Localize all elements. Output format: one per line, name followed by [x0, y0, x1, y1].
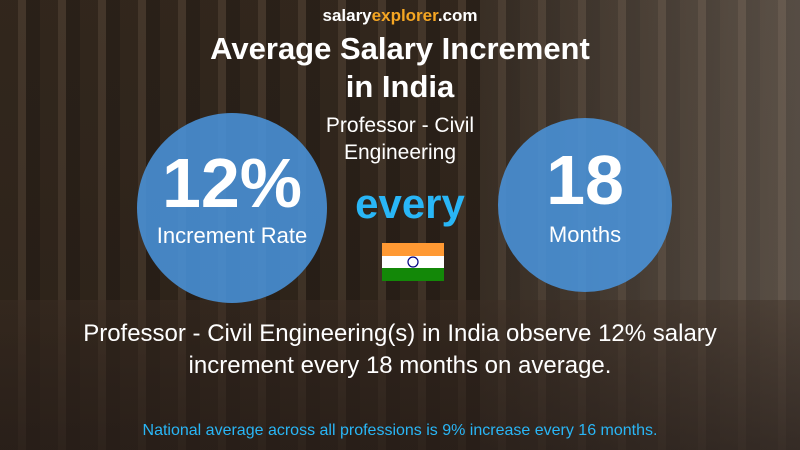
description-line: Professor - Civil Engineering(s) in Indi…: [83, 320, 717, 347]
title-line: Average Salary Increment: [210, 31, 590, 66]
increment-value: 12%: [161, 144, 303, 222]
brand-part: explorer: [371, 6, 438, 25]
months-circle: 18 Months: [498, 118, 672, 292]
brand: salaryexplorer.com: [0, 6, 800, 26]
increment-circle: 12% Increment Rate: [137, 113, 327, 303]
subtitle-line: Professor - Civil: [325, 114, 475, 137]
months-value: 18: [546, 141, 624, 219]
footer: National average across all professions …: [142, 422, 658, 439]
months-label: Months: [548, 222, 622, 247]
background: [0, 300, 800, 450]
subtitle: Professor - Civil Engineering: [250, 112, 550, 166]
description-line: increment every 18 months on average.: [188, 352, 612, 379]
title-line: in India: [345, 69, 455, 104]
india-flag: [382, 243, 444, 281]
description: Professor - Civil Engineering(s) in Indi…: [0, 318, 800, 382]
title: Average Salary Increment in India: [0, 30, 800, 106]
subtitle-line: Engineering: [343, 141, 457, 164]
brand-part: salary: [322, 6, 372, 25]
brand-part: .com: [437, 6, 478, 25]
every: every: [355, 180, 465, 227]
increment-label: Increment Rate: [156, 223, 308, 248]
